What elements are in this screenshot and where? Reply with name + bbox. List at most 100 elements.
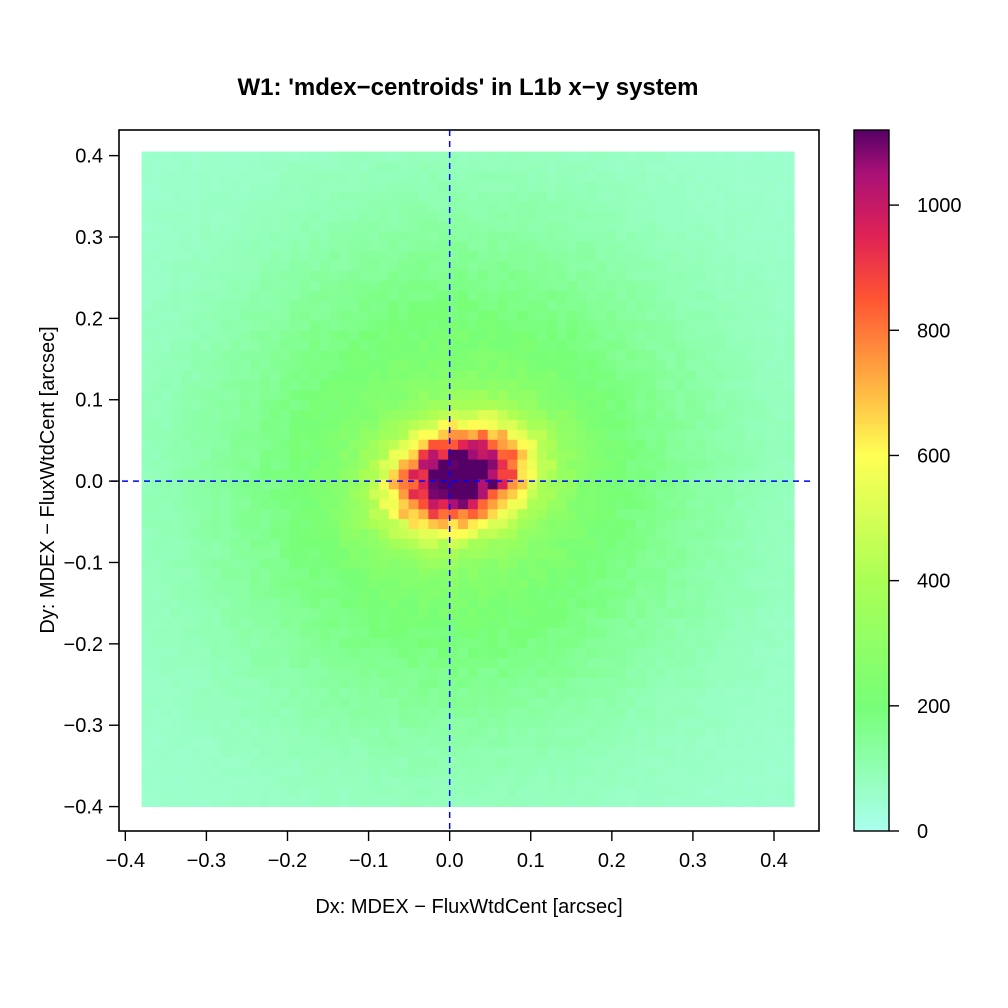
heatmap-cell [744, 419, 756, 430]
heatmap-cell [734, 608, 746, 619]
heatmap-cell [566, 508, 578, 520]
heatmap-cell [220, 568, 231, 579]
heatmap-cell [319, 171, 330, 182]
heatmap-cell [458, 479, 469, 490]
heatmap-cell [705, 300, 716, 311]
heatmap-cell [576, 766, 587, 778]
heatmap-cell [280, 776, 291, 788]
heatmap-cell [171, 479, 182, 490]
heatmap-cell [329, 677, 340, 688]
heatmap-cell [289, 330, 301, 341]
heatmap-cell [695, 230, 706, 242]
heatmap-cell [428, 637, 439, 649]
heatmap-cell [547, 191, 558, 202]
heatmap-cell [556, 618, 568, 629]
heatmap-cell [744, 409, 756, 420]
heatmap-cell [359, 657, 370, 669]
heatmap-cell [616, 687, 627, 698]
heatmap-cell [705, 310, 716, 321]
heatmap-cell [270, 230, 281, 242]
heatmap-cell [210, 677, 222, 688]
heatmap-cell [289, 290, 301, 301]
heatmap-cell [556, 409, 568, 420]
heatmap-cell [537, 627, 548, 639]
heatmap-cell [606, 588, 617, 599]
heatmap-cell [685, 439, 696, 450]
heatmap-cell [487, 330, 498, 341]
heatmap-cell [487, 310, 498, 321]
heatmap-cell [171, 489, 182, 500]
heatmap-cell [586, 707, 597, 718]
heatmap-cell [458, 578, 469, 589]
heatmap-cell [398, 508, 409, 520]
heatmap-cell [171, 300, 182, 311]
heatmap-cell [428, 618, 439, 629]
heatmap-cell [487, 350, 498, 361]
heatmap-cell [339, 558, 350, 569]
heatmap-cell [576, 300, 587, 311]
heatmap-cell [428, 359, 439, 371]
heatmap-cell [497, 756, 508, 768]
heatmap-cell [151, 647, 162, 659]
heatmap-cell [764, 498, 775, 510]
heatmap-cell [467, 201, 479, 212]
heatmap-cell [141, 727, 152, 738]
x-tick-label: 0.4 [760, 850, 788, 872]
heatmap-cell [181, 727, 192, 738]
heatmap-cell [438, 618, 449, 629]
heatmap-cell [181, 300, 192, 311]
heatmap-cell [734, 776, 746, 788]
heatmap-cell [517, 479, 528, 490]
heatmap-cell [270, 280, 281, 291]
heatmap-cell [734, 508, 746, 520]
heatmap-cell [705, 379, 716, 391]
heatmap-cell [309, 419, 320, 430]
heatmap-cell [200, 300, 212, 311]
heatmap-cell [349, 469, 360, 480]
heatmap-cell [388, 657, 400, 669]
heatmap-cell [181, 459, 192, 470]
heatmap-cell [566, 548, 578, 559]
heatmap-cell [754, 469, 765, 480]
heatmap-cell [359, 776, 370, 788]
heatmap-cell [388, 419, 400, 430]
heatmap-cell [250, 766, 261, 778]
heatmap-cell [240, 379, 251, 391]
heatmap-cell [487, 687, 498, 698]
heatmap-cell [576, 201, 587, 212]
heatmap-cell [566, 578, 578, 589]
heatmap-cell [636, 756, 647, 768]
heatmap-cell [576, 747, 587, 758]
heatmap-cell [576, 409, 587, 420]
heatmap-cell [487, 459, 498, 470]
heatmap-cell [349, 369, 360, 381]
heatmap-cell [418, 260, 429, 272]
heatmap-cell [497, 667, 508, 678]
heatmap-cell [695, 578, 706, 589]
heatmap-cell [576, 240, 587, 252]
heatmap-cell [349, 439, 360, 450]
heatmap-cell [527, 647, 538, 659]
heatmap-cell [388, 171, 400, 182]
heatmap-cell [576, 439, 587, 450]
heatmap-cell [606, 439, 617, 450]
heatmap-cell [645, 369, 657, 381]
heatmap-cell [467, 171, 479, 182]
heatmap-cell [289, 201, 301, 212]
heatmap-cell [586, 548, 597, 559]
heatmap-cell [349, 449, 360, 460]
heatmap-cell [181, 568, 192, 579]
heatmap-cell [240, 776, 251, 788]
heatmap-cell [240, 201, 251, 212]
heatmap-cell [734, 568, 746, 579]
heatmap-cell [408, 608, 419, 619]
colorbar-tick-label: 0 [917, 821, 928, 843]
heatmap-cell [645, 201, 657, 212]
heatmap-cell [616, 618, 627, 629]
heatmap-cell [754, 747, 765, 758]
heatmap-cell [695, 171, 706, 182]
heatmap-cell [784, 201, 795, 212]
heatmap-cell [774, 250, 785, 262]
heatmap-cell [388, 608, 400, 619]
heatmap-cell [329, 568, 340, 579]
